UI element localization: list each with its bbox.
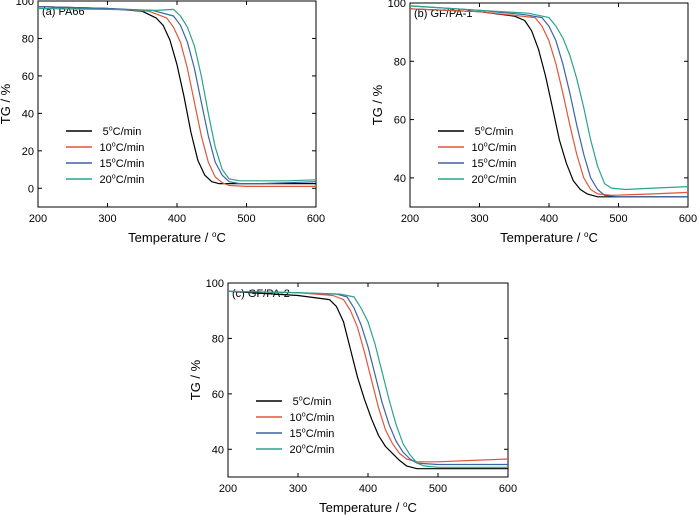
y-tick-label: 100: [206, 278, 224, 290]
series-line-1: [37, 6, 316, 185]
y-tick-label: 80: [394, 56, 406, 68]
y-tick-label: 40: [212, 444, 224, 456]
legend-label: 15o​C/min: [290, 428, 335, 440]
y-axis-label: TG / %: [0, 83, 13, 124]
series-line-3: [409, 5, 688, 198]
x-tick-label: 400: [168, 213, 186, 225]
y-tick-label: 40: [22, 108, 34, 120]
y-axis-label: TG / %: [188, 359, 203, 400]
series-line-4: [409, 5, 689, 191]
legend: 5o​C/min 10o​C/min 15o​C/min 20o​C/min: [438, 126, 516, 186]
series-line-2: [227, 290, 509, 463]
y-tick-label: 100: [388, 0, 406, 10]
legend-label: 10o​C/min: [290, 412, 335, 424]
legend-label: 5o​C/min: [475, 126, 514, 138]
x-axis-label: Temperature / o​C: [500, 230, 598, 245]
x-axis-label: Temperature / o​C: [319, 500, 417, 515]
legend-label: 10o​C/min: [100, 142, 145, 154]
y-tick-label: 60: [212, 389, 224, 401]
y-tick-label: 100: [16, 0, 34, 8]
y-tick-label: 20: [22, 146, 34, 158]
x-tick-label: 400: [540, 213, 558, 225]
legend-label: 15o​C/min: [100, 158, 145, 170]
y-tick-label: 0: [28, 183, 34, 195]
y-tick-label: 80: [212, 333, 224, 345]
x-tick-label: 300: [289, 483, 307, 495]
legend-label: 20o​C/min: [290, 444, 335, 456]
legend-label: 20o​C/min: [472, 174, 517, 186]
legend: 5o​C/min 10o​C/min 15o​C/min 20o​C/min: [256, 396, 334, 456]
plot-frame: [227, 282, 509, 478]
legend: 5o​C/min 10o​C/min 15o​C/min 20o​C/min: [66, 126, 144, 186]
legend-label: 5o​C/min: [293, 396, 332, 408]
legend-label: 5o​C/min: [103, 126, 142, 138]
plot-frame: [409, 2, 689, 208]
chart-panel-3: 200 300 400 500 600 40 60 80 100 (c) GF/PA-2 Tempe…: [188, 278, 517, 515]
series-line-4: [227, 290, 508, 468]
x-tick-label: 300: [98, 213, 116, 225]
x-tick-label: 500: [429, 483, 447, 495]
series-line-3: [227, 290, 508, 466]
series-line-1: [227, 290, 508, 470]
x-axis-label: Temperature / o​C: [128, 230, 226, 245]
y-axis-label: TG / %: [370, 84, 385, 125]
series-line-3: [37, 6, 317, 185]
x-tick-label: 600: [499, 483, 517, 495]
x-tick-label: 500: [609, 213, 627, 225]
x-tick-label: 200: [401, 213, 419, 225]
x-tick-label: 200: [219, 483, 237, 495]
x-tick-label: 400: [359, 483, 377, 495]
plot-frame: [37, 0, 317, 208]
x-tick-label: 200: [29, 213, 47, 225]
series-line-1: [409, 8, 688, 198]
legend-label: 20o​C/min: [100, 174, 145, 186]
x-tick-label: 600: [679, 213, 697, 225]
series-line-4: [37, 7, 317, 182]
y-tick-label: 40: [394, 173, 406, 185]
y-tick-label: 60: [22, 71, 34, 83]
y-tick-label: 80: [22, 33, 34, 45]
panel-title: (c) GF/PA-2: [232, 288, 290, 300]
y-tick-label: 60: [394, 115, 406, 127]
x-tick-label: 300: [470, 213, 488, 225]
x-tick-label: 500: [237, 213, 255, 225]
series-line-2: [37, 6, 316, 187]
legend-label: 10o​C/min: [472, 142, 517, 154]
series-line-2: [409, 8, 689, 196]
x-tick-label: 600: [307, 213, 325, 225]
legend-label: 15o​C/min: [472, 158, 517, 170]
